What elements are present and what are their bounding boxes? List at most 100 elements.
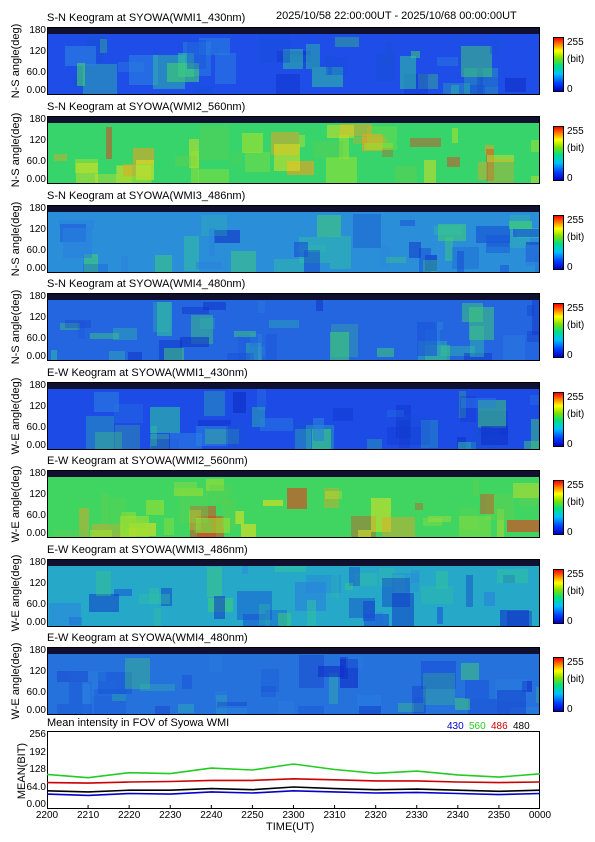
keogram-plot xyxy=(47,470,540,538)
y-tick-label: 120 xyxy=(29,224,46,235)
y-tick-label: 0.00 xyxy=(26,440,46,451)
y-tick-label: 60.0 xyxy=(26,245,46,256)
series-line-430 xyxy=(47,789,540,797)
colorbar-unit: (bit) xyxy=(567,497,585,508)
colorbar-max: 255 xyxy=(567,126,584,137)
legend-480: 480 xyxy=(513,721,530,732)
y-tick-label: 180 xyxy=(29,291,46,302)
keogram-plot xyxy=(47,205,540,273)
y-tick-label: 60.0 xyxy=(26,510,46,521)
colorbar xyxy=(553,392,564,447)
series-line-480 xyxy=(47,786,540,793)
mean-x-tick-label: 2200 xyxy=(35,810,59,821)
colorbar-max: 255 xyxy=(567,569,584,580)
mean-x-tick-label: 2210 xyxy=(76,810,100,821)
y-tick-label: 0.00 xyxy=(26,705,46,716)
y-tick-label: 60.0 xyxy=(26,422,46,433)
colorbar-max: 255 xyxy=(567,657,584,668)
colorbar-unit: (bit) xyxy=(567,143,585,154)
mean-y-tick-label: 128 xyxy=(29,764,46,775)
colorbar-max: 255 xyxy=(567,303,584,314)
panel-title: E-W Keogram at SYOWA(WMI1_430nm) xyxy=(47,367,248,379)
y-tick-label: 180 xyxy=(29,645,46,656)
keogram-plot xyxy=(47,27,540,95)
y-tick-label: 0.00 xyxy=(26,174,46,185)
keogram-plot xyxy=(47,116,540,184)
y-tick-label: 180 xyxy=(29,468,46,479)
y-tick-label: 0.00 xyxy=(26,528,46,539)
y-tick-label: 120 xyxy=(29,489,46,500)
legend-430: 430 xyxy=(447,721,464,732)
colorbar-max: 255 xyxy=(567,480,584,491)
mean-x-tick-label: 2330 xyxy=(405,810,428,821)
y-tick-label: 120 xyxy=(29,666,46,677)
colorbar xyxy=(553,480,564,535)
y-tick-label: 0.00 xyxy=(26,351,46,362)
y-tick-label: 180 xyxy=(29,557,46,568)
colorbar xyxy=(553,215,564,270)
y-tick-label: 60.0 xyxy=(26,67,46,78)
colorbar-min: 0 xyxy=(567,84,573,95)
y-tick-label: 60.0 xyxy=(26,687,46,698)
keogram-plot xyxy=(47,647,540,715)
mean-x-tick-label: 2350 xyxy=(487,810,511,821)
y-tick-label: 0.00 xyxy=(26,263,46,274)
colorbar-max: 255 xyxy=(567,392,584,403)
keogram-plot xyxy=(47,559,540,627)
panel-title: S-N Keogram at SYOWA(WMI1_430nm) xyxy=(47,12,246,24)
mean-y-tick-label: 192 xyxy=(29,746,46,758)
mean-x-tick-label: 2300 xyxy=(282,810,305,821)
colorbar xyxy=(553,569,564,624)
panel-title: E-W Keogram at SYOWA(WMI2_560nm) xyxy=(47,455,248,467)
colorbar-min: 0 xyxy=(567,616,573,627)
colorbar xyxy=(553,37,564,92)
colorbar xyxy=(553,126,564,181)
series-line-560 xyxy=(47,763,540,779)
y-tick-label: 0.00 xyxy=(26,617,46,628)
legend-560: 560 xyxy=(469,721,486,732)
colorbar-unit: (bit) xyxy=(567,409,585,420)
mean-y-tick-label: 256 xyxy=(29,729,46,740)
y-tick-label: 180 xyxy=(29,380,46,391)
keogram-plot xyxy=(47,293,540,361)
y-tick-label: 120 xyxy=(29,312,46,323)
colorbar-unit: (bit) xyxy=(567,320,585,331)
colorbar-unit: (bit) xyxy=(567,54,585,65)
colorbar-min: 0 xyxy=(567,527,573,538)
keogram-plot xyxy=(47,382,540,450)
y-tick-label: 60.0 xyxy=(26,599,46,610)
mean-x-tick-label: 2340 xyxy=(446,810,469,821)
colorbar-min: 0 xyxy=(567,173,573,184)
mean-x-tick-label: 2310 xyxy=(323,810,346,821)
colorbar-min: 0 xyxy=(567,262,573,273)
y-tick-label: 0.00 xyxy=(26,85,46,96)
colorbar-unit: (bit) xyxy=(567,232,585,243)
y-tick-label: 120 xyxy=(29,578,46,589)
y-tick-label: 60.0 xyxy=(26,156,46,167)
colorbar xyxy=(553,657,564,712)
colorbar-unit: (bit) xyxy=(567,586,585,597)
mean-x-tick-label: 2240 xyxy=(200,810,223,821)
colorbar-max: 255 xyxy=(567,37,584,48)
y-tick-label: 180 xyxy=(29,114,46,125)
y-tick-label: 120 xyxy=(29,46,46,57)
y-tick-label: 180 xyxy=(29,203,46,214)
mean-x-tick-label: 2220 xyxy=(118,810,141,821)
mean-intensity-chart xyxy=(47,731,540,809)
mean-x-tick-label: 2320 xyxy=(364,810,387,821)
mean-chart-title: Mean intensity in FOV of Syowa WMI xyxy=(47,717,230,729)
panel-title: S-N Keogram at SYOWA(WMI3_486nm) xyxy=(47,190,246,202)
mean-y-tick-label: 0.00 xyxy=(26,799,46,810)
mean-x-tick-label: 2250 xyxy=(241,810,264,821)
mean-x-tick-label: 0000 xyxy=(528,810,552,821)
y-tick-label: 120 xyxy=(29,401,46,412)
panel-title: E-W Keogram at SYOWA(WMI3_486nm) xyxy=(47,544,248,556)
panel-title: S-N Keogram at SYOWA(WMI2_560nm) xyxy=(47,101,246,113)
series-line-486 xyxy=(47,777,540,784)
y-tick-label: 120 xyxy=(29,135,46,146)
colorbar-min: 0 xyxy=(567,350,573,361)
colorbar-unit: (bit) xyxy=(567,674,585,685)
legend-486: 486 xyxy=(491,721,508,732)
colorbar-min: 0 xyxy=(567,704,573,715)
colorbar xyxy=(553,303,564,358)
